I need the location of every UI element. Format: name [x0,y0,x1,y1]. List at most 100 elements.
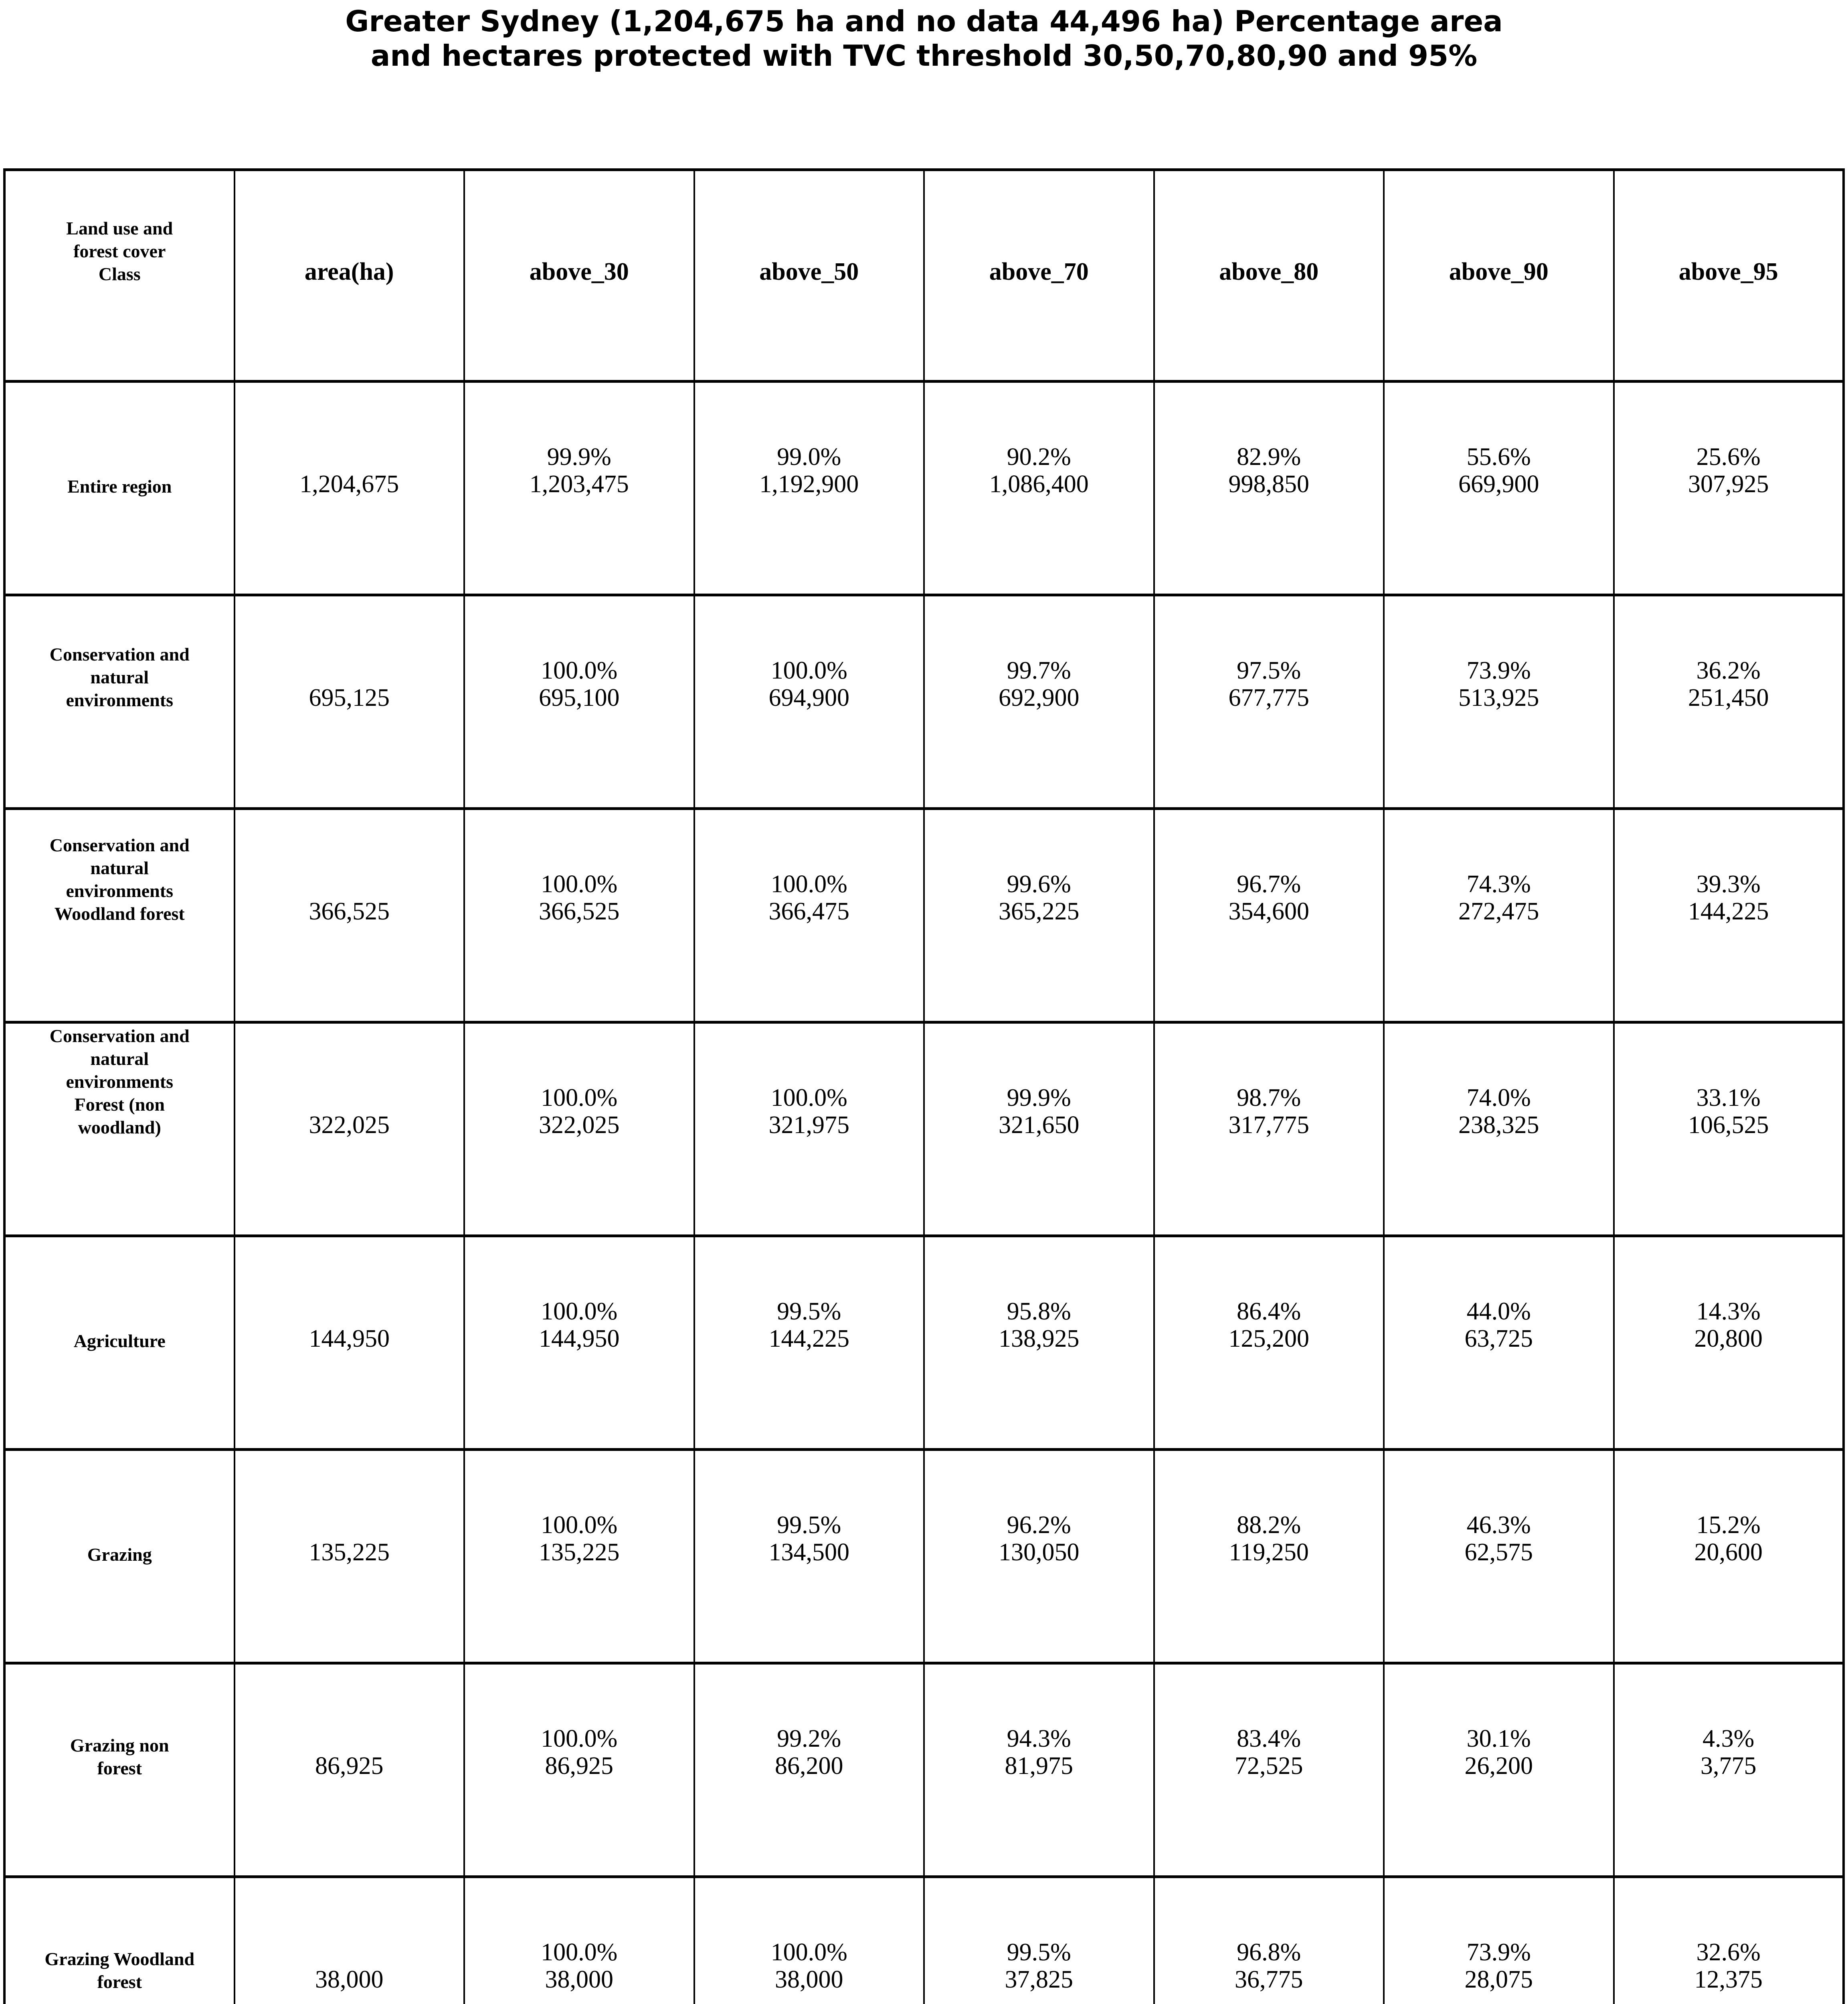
pct-value: 32.6% [1696,1939,1761,1966]
pct-value: 100.0% [770,657,847,684]
ha-value: 3,775 [1700,1752,1757,1780]
row-label: Conservation and natural environments [49,644,190,710]
threshold-value: 100.0% 366,475 [698,871,920,925]
ha-value: 37,825 [1005,1966,1074,1993]
pct-value: 74.3% [1466,871,1531,898]
ha-value: 1,203,475 [529,471,629,498]
table-row: Agriculture 144,950 100.0% 144,950 99.5% 144,… [4,1234,1844,1451]
threshold-value: 94.3% 81,975 [928,1725,1150,1780]
threshold-value-cell: 73.9% 513,925 [1383,594,1615,810]
ha-value: 322,025 [539,1111,620,1139]
table-row: Grazing Woodland forest 38,000 100.0% 38,00… [4,1875,1844,2004]
threshold-value: 100.0% 38,000 [468,1939,690,1993]
pct-value: 100.0% [770,871,847,898]
area-value: 322,025 [309,1111,390,1139]
pct-value: 73.9% [1466,1939,1531,1966]
header-cell-label: above_50 [759,258,859,285]
row-label-cell: Grazing [4,1448,235,1665]
row-label-cell: Conservation and natural environments Fo… [4,1021,235,1237]
ha-value: 20,600 [1694,1539,1763,1566]
pct-value: 99.5% [777,1298,841,1325]
threshold-value-cell: 99.0% 1,192,900 [693,380,925,596]
ha-value: 677,775 [1228,684,1310,711]
header-cell-label: Land use and forest cover Class [66,218,173,284]
row-label: Grazing non forest [70,1735,169,1778]
threshold-value: 32.6% 12,375 [1618,1939,1840,1993]
ha-value: 134,500 [768,1539,850,1566]
threshold-value: 99.9% 1,203,475 [468,443,690,498]
ha-value: 63,725 [1464,1325,1533,1352]
threshold-value: 99.5% 37,825 [928,1939,1150,1993]
threshold-value-cell: 82.9% 998,850 [1153,380,1385,596]
ha-value: 86,925 [545,1752,614,1780]
threshold-value-cell: 100.0% 135,225 [463,1448,695,1665]
header-cell-label: above_70 [989,258,1089,285]
threshold-value: 99.5% 134,500 [698,1511,920,1566]
threshold-value-cell: 99.9% 1,203,475 [463,380,695,596]
ha-value: 998,850 [1228,471,1310,498]
ha-value: 317,775 [1228,1111,1310,1139]
threshold-value-cell: 94.3% 81,975 [923,1662,1155,1878]
threshold-value-cell: 90.2% 1,086,400 [923,380,1155,596]
pct-value: 46.3% [1466,1511,1531,1539]
threshold-value-cell: 36.2% 251,450 [1613,594,1844,810]
protection-table-wrap: Land use and forest cover Class area(ha) a… [3,168,1845,2004]
threshold-value-cell: 100.0% 322,025 [463,1021,695,1237]
ha-value: 365,225 [999,898,1080,925]
row-label-cell: Grazing Woodland forest [4,1875,235,2004]
table-row: Conservation and natural environments 695… [4,594,1844,810]
ha-value: 119,250 [1229,1539,1309,1566]
row-label: Grazing [87,1544,152,1565]
threshold-value: 100.0% 144,950 [468,1298,690,1352]
threshold-value: 96.2% 130,050 [928,1511,1150,1566]
threshold-value-cell: 99.7% 692,900 [923,594,1155,810]
pct-value: 98.7% [1237,1084,1301,1111]
pct-value: 99.5% [777,1511,841,1539]
threshold-value: 96.7% 354,600 [1158,871,1380,925]
header-cell-3: above_50 [693,168,925,383]
threshold-value-cell: 83.4% 72,525 [1153,1662,1385,1878]
ha-value: 1,086,400 [989,471,1089,498]
area-value-cell: 135,225 [233,1448,465,1665]
ha-value: 38,000 [775,1966,843,1993]
ha-value: 144,950 [539,1325,620,1352]
ha-value: 272,475 [1458,898,1539,925]
threshold-value-cell: 32.6% 12,375 [1613,1875,1844,2004]
ha-value: 86,200 [775,1752,843,1780]
table-header-row: Land use and forest cover Class area(ha) a… [4,168,1844,383]
ha-value: 20,800 [1694,1325,1763,1352]
header-cell-2: above_30 [463,168,695,383]
threshold-value-cell: 98.7% 317,775 [1153,1021,1385,1237]
area-value: 135,225 [309,1539,390,1566]
pct-value: 4.3% [1702,1725,1755,1752]
threshold-value-cell: 100.0% 144,950 [463,1234,695,1451]
threshold-value-cell: 100.0% 38,000 [693,1875,925,2004]
threshold-value: 99.6% 365,225 [928,871,1150,925]
pct-value: 33.1% [1696,1084,1761,1111]
threshold-value: 97.5% 677,775 [1158,657,1380,711]
header-cell-label: above_90 [1449,258,1549,285]
header-cell-label: above_95 [1678,258,1778,285]
threshold-value: 14.3% 20,800 [1618,1298,1840,1352]
threshold-value: 73.9% 513,925 [1388,657,1610,711]
ha-value: 251,450 [1688,684,1769,711]
table-row: Conservation and natural environments Fo… [4,1021,1844,1237]
protection-table: Land use and forest cover Class area(ha) a… [3,168,1845,2004]
threshold-value: 88.2% 119,250 [1158,1511,1380,1566]
threshold-value-cell: 25.6% 307,925 [1613,380,1844,596]
pct-value: 99.6% [1007,871,1071,898]
pct-value: 100.0% [541,871,618,898]
threshold-value-cell: 86.4% 125,200 [1153,1234,1385,1451]
area-value-cell: 366,525 [233,807,465,1024]
table-row: Grazing 135,225 100.0% 135,225 99.5% 134,500 9… [4,1448,1844,1665]
pct-value: 99.9% [547,443,611,471]
threshold-value-cell: 100.0% 694,900 [693,594,925,810]
pct-value: 15.2% [1696,1511,1761,1539]
pct-value: 100.0% [541,1725,618,1752]
pct-value: 100.0% [541,1298,618,1325]
threshold-value-cell: 46.3% 62,575 [1383,1448,1615,1665]
threshold-value: 74.0% 238,325 [1388,1084,1610,1139]
row-label: Entire region [67,476,172,497]
pct-value: 99.7% [1007,657,1071,684]
threshold-value: 86.4% 125,200 [1158,1298,1380,1352]
